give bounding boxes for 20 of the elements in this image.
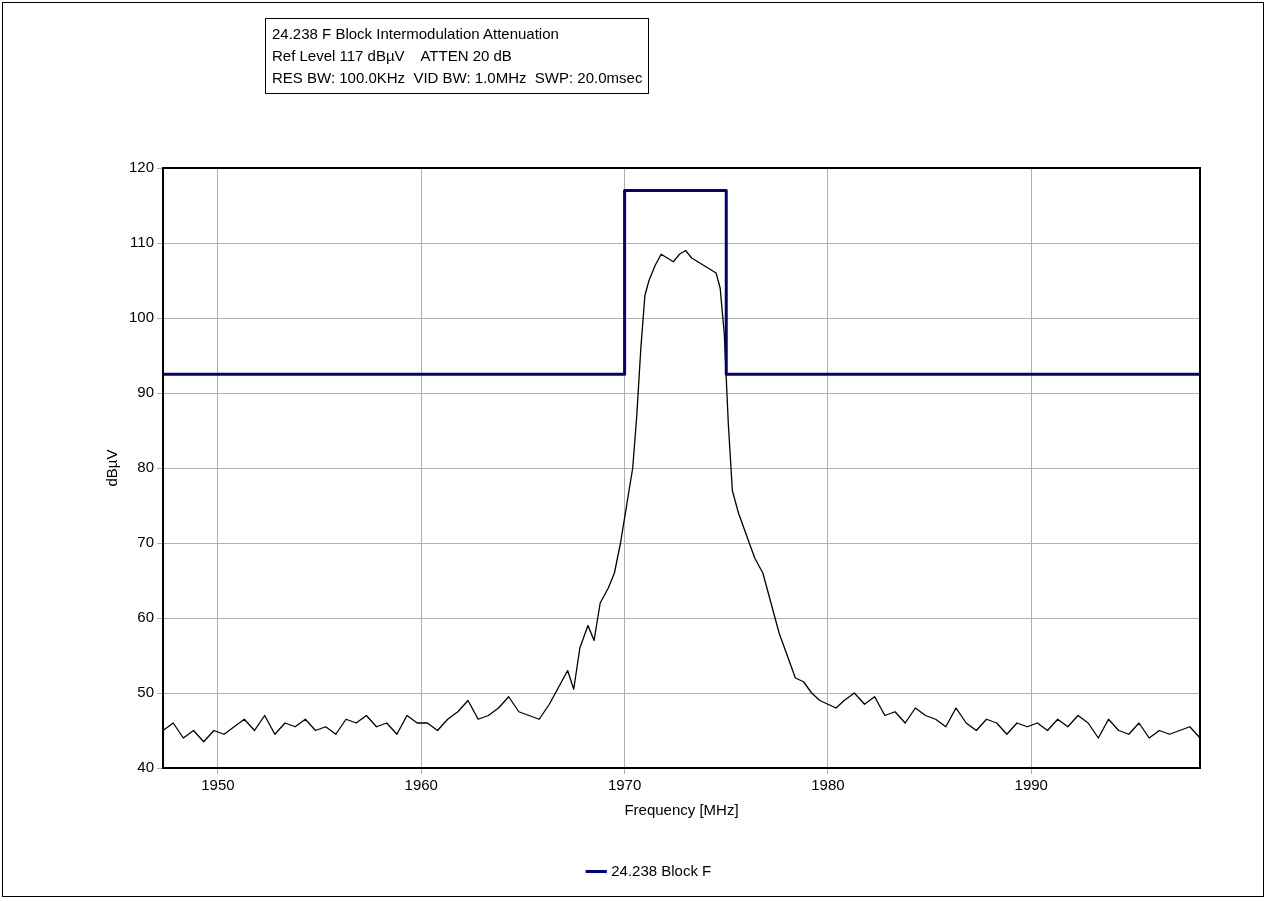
x-tick-label: 1980 <box>811 776 845 794</box>
y-tick-label: 70 <box>137 533 155 551</box>
y-tick-label: 80 <box>137 458 155 476</box>
y-tick-label: 90 <box>137 383 155 401</box>
chart-title: 24.238 F Block Intermodulation Attenuation <box>272 24 560 44</box>
x-tick-label: 1990 <box>1014 776 1048 794</box>
x-tick-label: 1950 <box>201 776 235 794</box>
legend-label: 24.238 Block F <box>611 861 712 879</box>
text: RES BW: 100.0KHz VID BW: 1.0MHz SWP: 20.0msec <box>272 68 643 88</box>
y-axis-title: dBµV <box>103 449 121 487</box>
chart-subtitle: Ref Level 117 dBµV ATTEN 20 dB <box>272 46 513 66</box>
y-tick-label: 40 <box>137 758 155 776</box>
x-tick-label: 1970 <box>607 776 642 794</box>
y-tick-label: 120 <box>129 158 155 176</box>
y-tick-label: 110 <box>130 233 155 251</box>
y-tick-label: 50 <box>137 683 155 701</box>
y-tick-label: 100 <box>129 308 155 326</box>
y-tick-label: 60 <box>137 608 155 626</box>
x-tick-label: 1960 <box>404 776 438 794</box>
x-axis-title: Frequency [MHz] <box>624 801 739 819</box>
